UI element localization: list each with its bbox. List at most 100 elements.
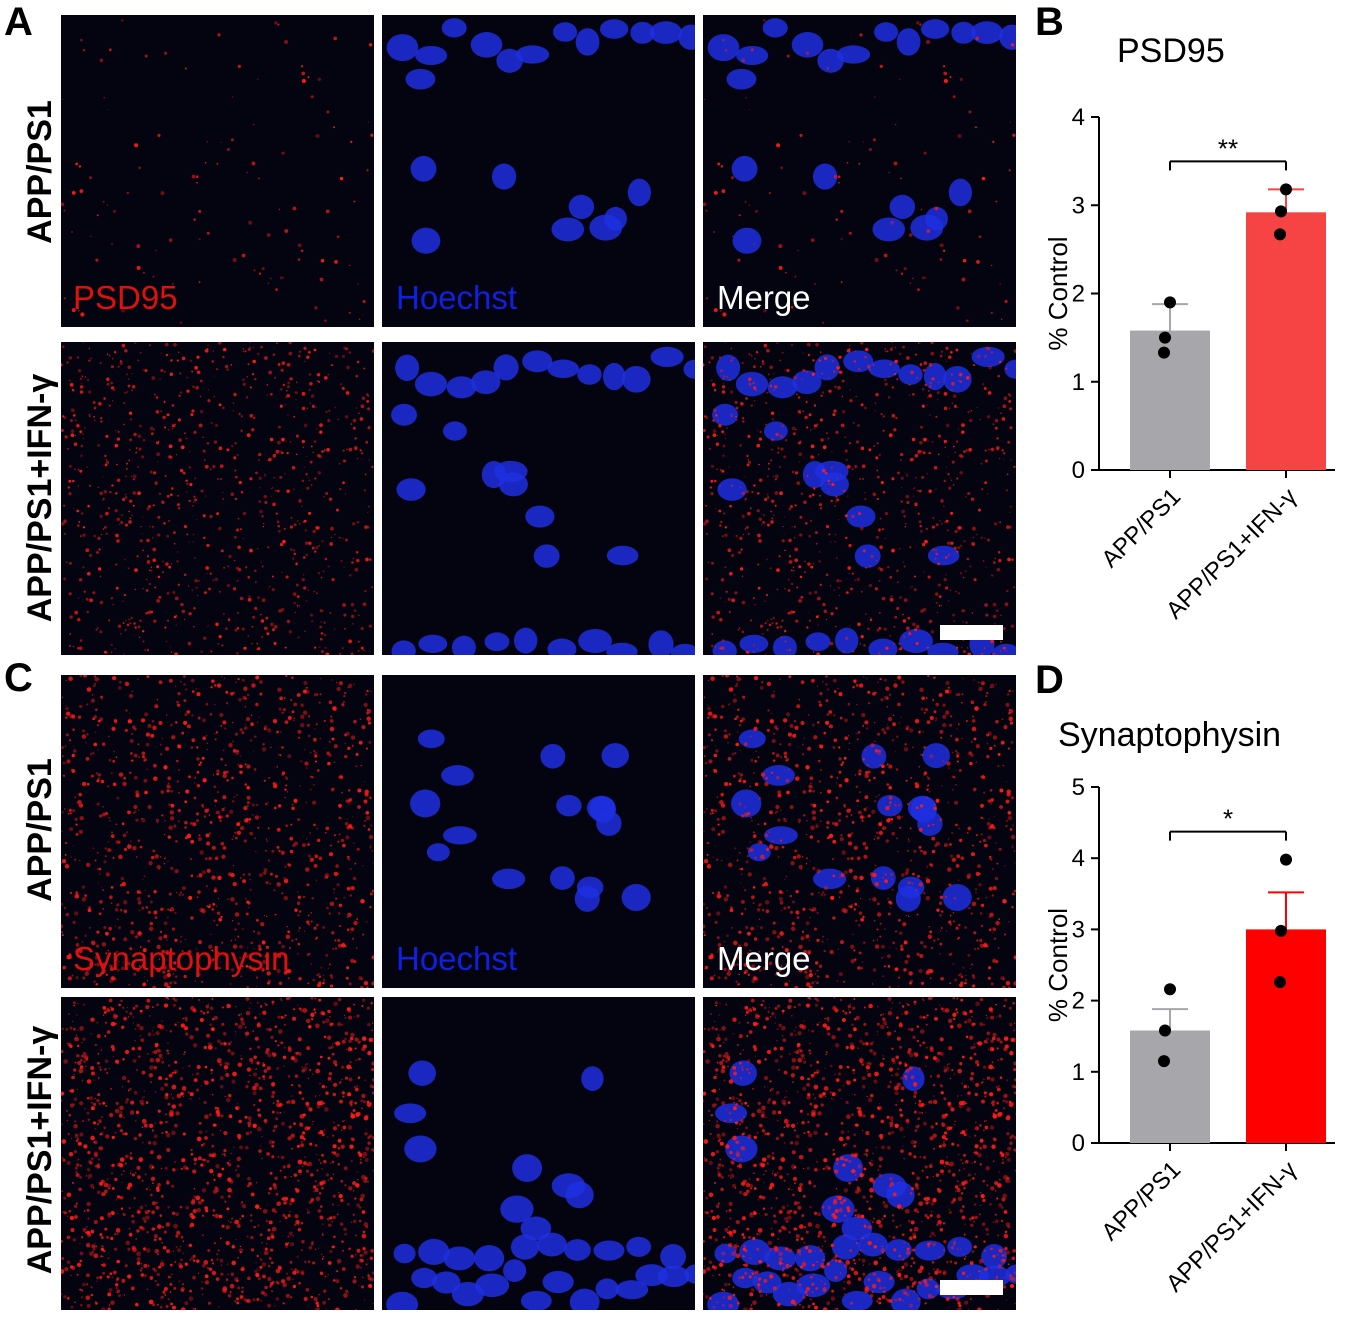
y-tick-label: 3 <box>1072 916 1085 943</box>
y-tick-label: 0 <box>1072 457 1085 484</box>
y-tick-label: 5 <box>1072 774 1085 801</box>
nucleus <box>622 366 651 393</box>
nucleus <box>949 179 972 207</box>
nucleus <box>898 364 922 385</box>
channel-label-hoechst-channel: Hoechst <box>396 281 517 314</box>
chart-b-title: PSD95 <box>1117 34 1225 68</box>
nucleus <box>485 632 510 651</box>
nucleus <box>503 1259 526 1282</box>
nucleus <box>971 21 1003 44</box>
nucleus <box>576 28 600 56</box>
nucleus <box>410 789 440 817</box>
nucleus <box>493 354 518 380</box>
nucleus <box>763 18 788 37</box>
micrograph-c-row1-merge-channel: Merge <box>703 675 1016 988</box>
nucleus <box>514 628 537 654</box>
nucleus <box>868 639 897 655</box>
nucleus <box>534 544 560 567</box>
nucleus <box>516 45 549 63</box>
data-point <box>1159 1025 1171 1037</box>
nucleus <box>575 886 600 912</box>
nucleus <box>622 884 651 911</box>
nucleus <box>921 19 949 39</box>
nucleus <box>764 826 798 844</box>
nucleus <box>648 630 673 655</box>
micrograph-a-row2-merge-channel <box>703 342 1016 655</box>
nucleus <box>732 156 758 182</box>
micrograph-a-row1-merge-channel: Merge <box>703 15 1016 327</box>
nucleus <box>443 1246 475 1270</box>
micrograph-a-row1-hoechst-channel: Hoechst <box>382 15 695 327</box>
nucleus <box>408 1061 436 1086</box>
data-point <box>1274 976 1286 988</box>
y-tick-label: 0 <box>1072 1130 1085 1157</box>
micrograph-a-row2-red-channel <box>61 342 374 655</box>
data-point <box>1164 983 1176 995</box>
nucleus <box>764 421 788 440</box>
data-point <box>1280 183 1292 195</box>
micrograph-c-row1-red-channel: Synaptophysin <box>61 675 374 988</box>
panel-letter-b: B <box>1035 2 1064 42</box>
nucleus <box>396 478 425 501</box>
nucleus <box>475 1273 509 1297</box>
nucleus <box>404 1135 436 1162</box>
nucleus <box>628 179 651 207</box>
nucleus <box>452 636 476 655</box>
y-axis-label: % Control <box>1043 236 1073 350</box>
nucleus <box>855 544 881 567</box>
nucleus <box>525 505 554 527</box>
row-label-a-app-ps1: APP/PS1 <box>20 2 60 342</box>
nucleus <box>890 195 915 219</box>
nucleus <box>602 743 629 768</box>
micrograph-a-row1-red-channel: PSD95 <box>61 15 374 327</box>
nucleus <box>713 640 737 655</box>
x-tick-label: APP/PS1 <box>1096 1156 1186 1246</box>
data-point <box>1158 1055 1170 1067</box>
y-axis-label: % Control <box>1043 908 1073 1022</box>
nucleus <box>543 1271 574 1293</box>
nucleus <box>600 19 628 39</box>
data-point <box>1275 925 1287 937</box>
nucleus <box>739 635 768 653</box>
nucleus <box>441 765 474 786</box>
nucleus <box>474 1245 504 1271</box>
micrograph-c-row2-red-channel <box>61 997 374 1310</box>
nucleus <box>923 743 950 768</box>
significance-label: * <box>1223 804 1233 834</box>
data-point <box>1275 205 1287 217</box>
nucleus <box>492 163 516 189</box>
channel-label-red-channel: Synaptophysin <box>73 942 289 975</box>
nucleus <box>846 505 875 527</box>
nucleus <box>387 34 419 61</box>
nucleus <box>924 363 946 390</box>
nucleus <box>910 215 943 241</box>
nucleus <box>547 639 576 655</box>
nucleus <box>626 1237 651 1257</box>
nucleus <box>540 744 565 769</box>
nucleus <box>391 404 417 426</box>
y-tick-label: 2 <box>1072 281 1085 308</box>
nucleus <box>492 869 525 890</box>
nucleus <box>418 729 445 748</box>
nucleus <box>392 640 416 655</box>
nucleus <box>569 195 594 219</box>
y-tick-label: 2 <box>1072 988 1085 1015</box>
nucleus <box>736 372 768 396</box>
data-point <box>1164 296 1176 308</box>
nucleus <box>733 228 762 254</box>
nucleus <box>570 1289 600 1310</box>
nucleus <box>910 796 936 823</box>
nucleus <box>726 69 756 90</box>
bar-2 <box>1246 212 1326 470</box>
panel-letter-d: D <box>1035 660 1064 700</box>
nucleus <box>842 1291 873 1310</box>
nucleus <box>418 635 447 653</box>
nucleus <box>500 1195 533 1222</box>
nucleus <box>395 355 419 381</box>
scale-bar <box>940 1280 1003 1295</box>
nucleus <box>717 478 746 501</box>
row-label-c-app-ps1: APP/PS1 <box>20 660 60 1000</box>
scale-bar <box>940 625 1003 640</box>
